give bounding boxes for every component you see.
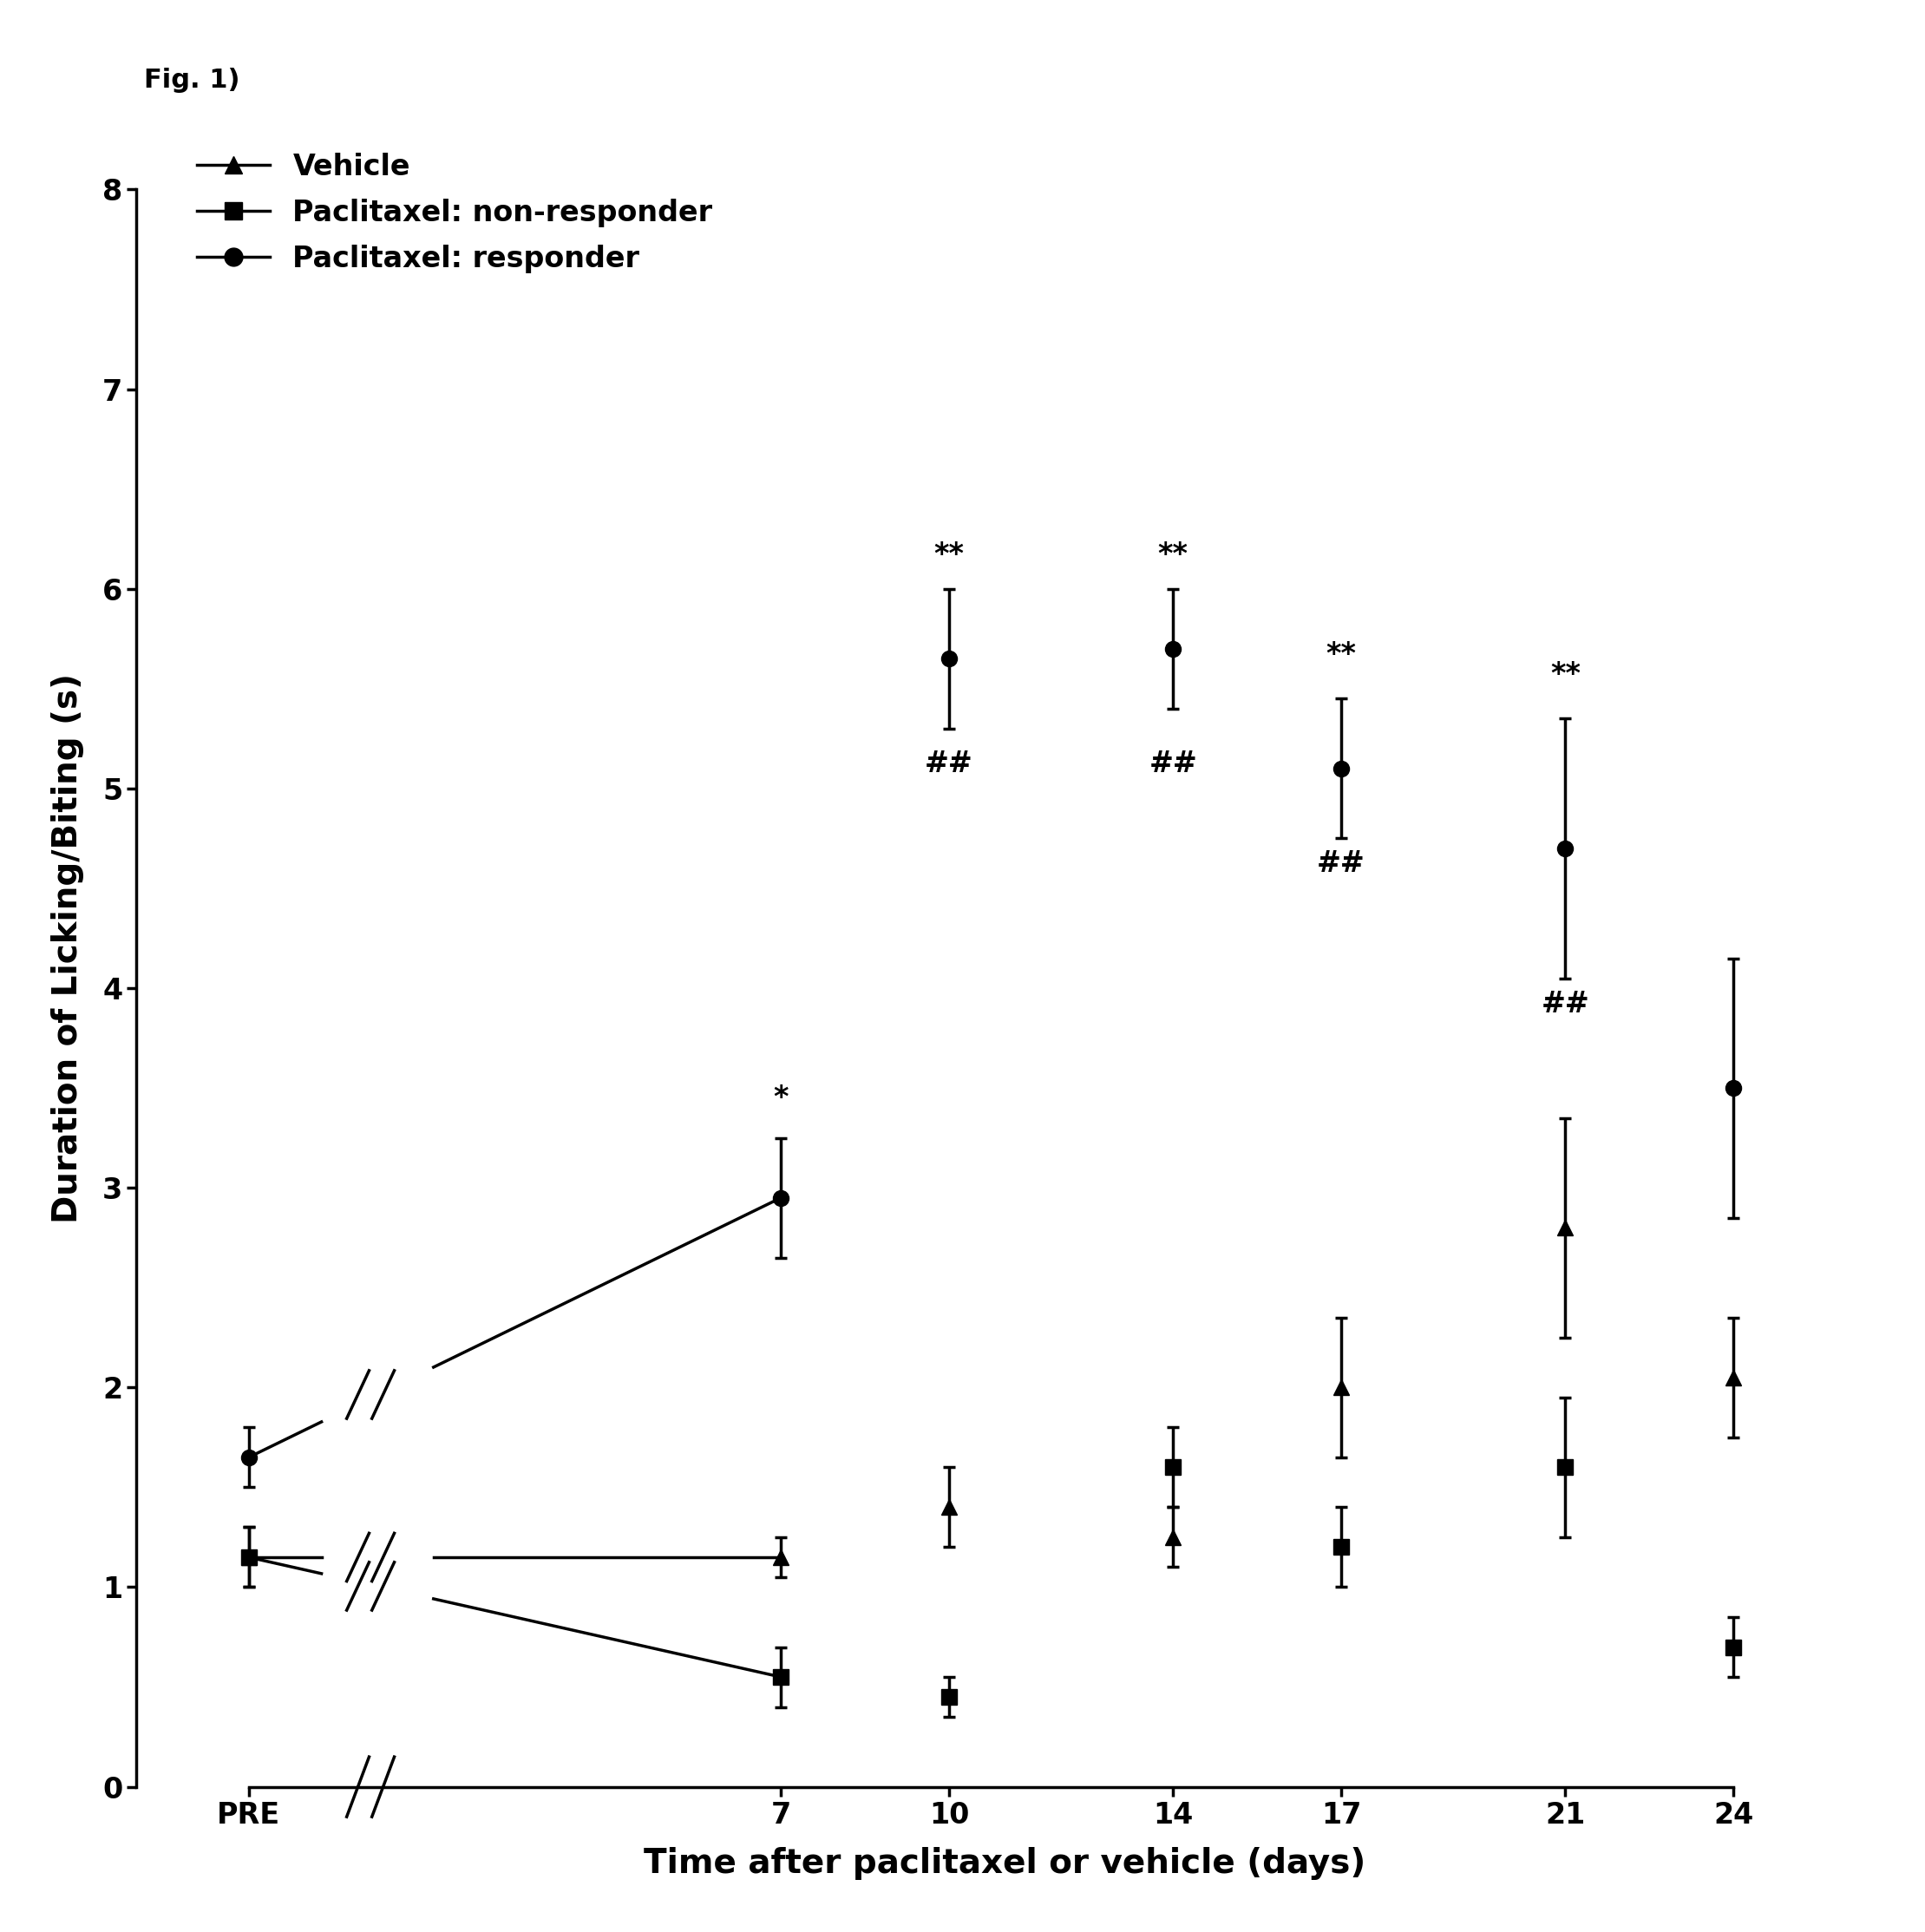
Text: *: * — [774, 1084, 789, 1113]
Text: **: ** — [1159, 541, 1188, 568]
Legend: Vehicle, Paclitaxel: non-responder, Paclitaxel: responder: Vehicle, Paclitaxel: non-responder, Pacl… — [187, 141, 724, 284]
Text: ##: ## — [924, 750, 974, 779]
Text: ##: ## — [1317, 850, 1365, 879]
Text: ##: ## — [1542, 989, 1590, 1018]
Text: **: ** — [934, 541, 964, 568]
X-axis label: Time after paclitaxel or vehicle (days): Time after paclitaxel or vehicle (days) — [645, 1847, 1367, 1880]
Text: Fig. 1): Fig. 1) — [144, 68, 241, 93]
Text: ##: ## — [1149, 750, 1197, 779]
Y-axis label: Duration of Licking/Biting (s): Duration of Licking/Biting (s) — [52, 672, 85, 1223]
FancyBboxPatch shape — [352, 1526, 402, 1646]
Text: **: ** — [1326, 639, 1357, 668]
Text: **: ** — [1550, 661, 1580, 688]
FancyBboxPatch shape — [352, 1335, 402, 1455]
FancyBboxPatch shape — [352, 1497, 402, 1617]
